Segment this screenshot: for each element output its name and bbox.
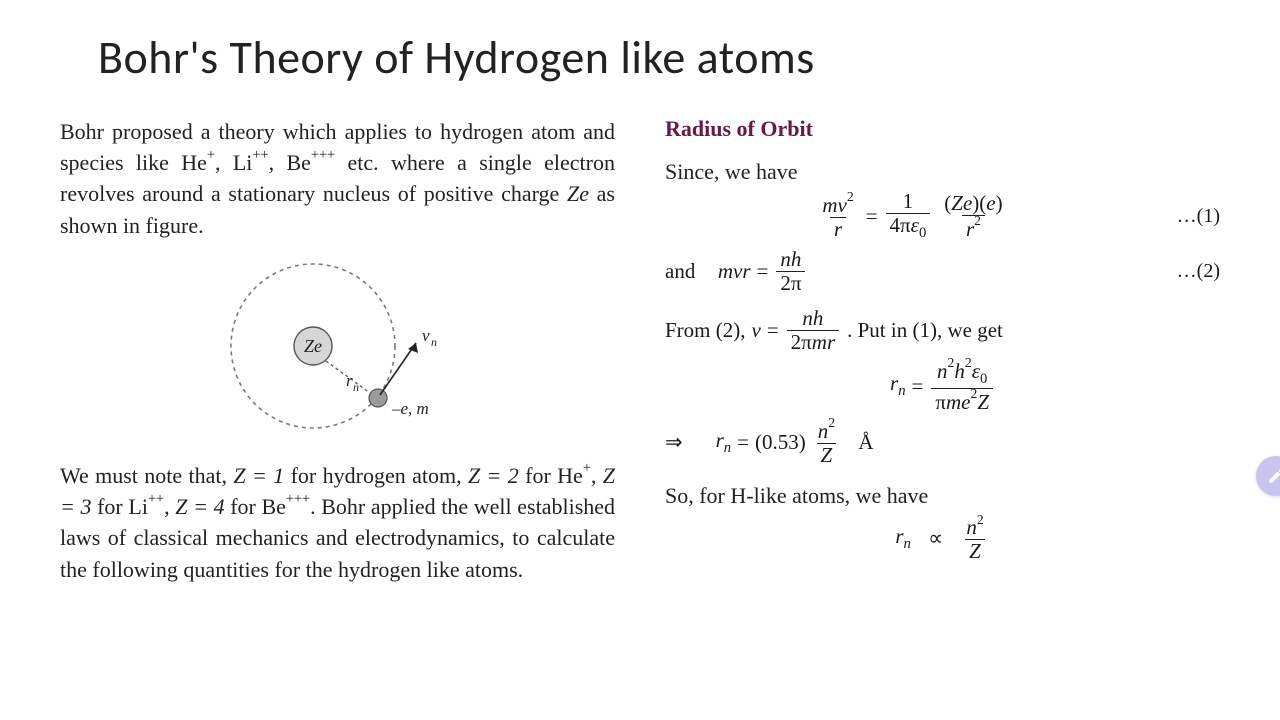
left-column: Bohr proposed a theory which applies to … (60, 116, 615, 595)
svg-text:Ze: Ze (304, 336, 322, 356)
p2c: for He (519, 463, 583, 488)
svg-text:r: r (346, 371, 353, 390)
rn-expression: rn = n2h2ε0 πme2Z (665, 359, 1220, 413)
putin-label: . Put in (1), we get (847, 318, 1003, 343)
orbit-diagram: Ze r n v n –e, m (60, 251, 615, 446)
svg-text:v: v (422, 326, 430, 345)
page-title: Bohr's Theory of Hydrogen like atoms (98, 30, 1220, 86)
and-label: and (665, 259, 695, 284)
intro-paragraph: Bohr proposed a theory which applies to … (60, 116, 615, 241)
z4: Z = 4 (175, 494, 224, 519)
z2: Z = 2 (468, 463, 519, 488)
p2e: for Be (225, 494, 286, 519)
eq2-number: …(2) (1160, 260, 1220, 283)
angstrom-unit: Å (858, 430, 873, 455)
since-line: Since, we have (665, 156, 1220, 187)
prop-symbol: ∝ (928, 526, 943, 551)
from-2-line: From (2), v = nh2πmr . Put in (1), we ge… (665, 308, 1220, 353)
equation-2: and mvr = nh2π …(2) (665, 249, 1220, 294)
p2a: We must note that, (60, 463, 233, 488)
pencil-icon (1267, 467, 1280, 485)
note-paragraph: We must note that, Z = 1 for hydrogen at… (60, 460, 615, 585)
p1b: , Li (215, 150, 252, 175)
implies-symbol: ⇒ (665, 430, 683, 455)
svg-text:n: n (353, 380, 359, 394)
equation-1: mv2r = 14πε0 (Ze)(e)r2 …(1) (665, 191, 1220, 241)
eq1-number: …(1) (1160, 205, 1220, 228)
from2-label: From (2), (665, 318, 746, 343)
svg-text:–e, m: –e, m (391, 399, 429, 418)
svg-text:n: n (431, 335, 437, 349)
rn-proportional: rn ∝ n2Z (665, 515, 1220, 562)
rn-numeric: ⇒ rn = (0.53) n2Z Å (665, 419, 1220, 466)
p2d: for Li (91, 494, 147, 519)
p2b: for hydrogen atom, (284, 463, 468, 488)
right-column: Radius of Orbit Since, we have mv2r = 14… (665, 116, 1220, 595)
content-columns: Bohr proposed a theory which applies to … (60, 116, 1220, 595)
const-val: (0.53) (755, 430, 806, 455)
z1: Z = 1 (233, 463, 284, 488)
section-heading: Radius of Orbit (665, 116, 1220, 142)
so-line: So, for H-like atoms, we have (665, 480, 1220, 511)
slide: Bohr's Theory of Hydrogen like atoms Boh… (0, 0, 1280, 720)
Ze: Ze (567, 181, 589, 206)
p1c: , Be (269, 150, 311, 175)
